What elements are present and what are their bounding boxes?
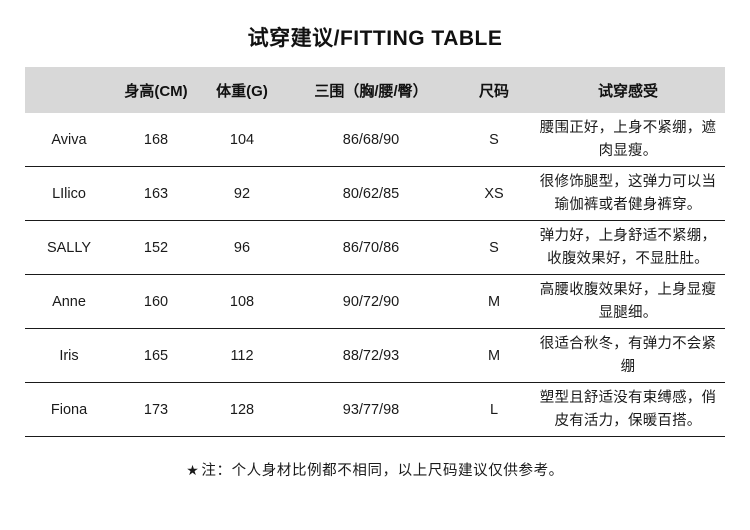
cell-bust: 86/68/90: [285, 113, 457, 168]
cell-size: L: [457, 382, 531, 438]
table-row: Fiona 173 128 93/77/98 L 塑型且舒适没有束缚感，俏皮有活…: [25, 382, 725, 438]
cell-weight: 108: [199, 274, 285, 330]
column-header-height: 身高(CM): [113, 67, 199, 114]
column-header-weight: 体重(G): [199, 67, 285, 114]
cell-bust: 80/62/85: [285, 166, 457, 222]
star-icon: ★: [186, 462, 200, 479]
cell-size: S: [457, 113, 531, 168]
cell-name: Anne: [25, 274, 113, 330]
cell-feel: 高腰收腹效果好，上身显瘦显腿细。: [531, 274, 725, 330]
table-body: Aviva 168 104 86/68/90 S 腰围正好，上身不紧绷，遮肉显瘦…: [25, 113, 725, 438]
cell-feel: 很修饰腿型，这弹力可以当瑜伽裤或者健身裤穿。: [531, 166, 725, 222]
cell-height: 160: [113, 274, 199, 330]
cell-height: 163: [113, 166, 199, 222]
table-row: SALLY 152 96 86/70/86 S 弹力好，上身舒适不紧绷，收腹效果…: [25, 220, 725, 276]
cell-height: 152: [113, 220, 199, 276]
cell-weight: 96: [199, 220, 285, 276]
cell-height: 165: [113, 328, 199, 384]
cell-name: Fiona: [25, 382, 113, 438]
cell-size: S: [457, 220, 531, 276]
cell-weight: 92: [199, 166, 285, 222]
cell-feel: 塑型且舒适没有束缚感，俏皮有活力，保暖百搭。: [531, 382, 725, 438]
cell-bust: 93/77/98: [285, 382, 457, 438]
cell-name: SALLY: [25, 220, 113, 276]
fitting-table-container: 身高(CM) 体重(G) 三围（胸/腰/臀） 尺码 试穿感受 Aviva 168…: [25, 67, 725, 438]
cell-size: M: [457, 328, 531, 384]
column-header-size: 尺码: [457, 67, 531, 114]
cell-height: 168: [113, 113, 199, 168]
column-header-name: [25, 67, 113, 114]
cell-bust: 86/70/86: [285, 220, 457, 276]
footnote-text: 注：个人身材比例都不相同，以上尺码建议仅供参考。: [201, 463, 564, 480]
cell-bust: 90/72/90: [285, 274, 457, 330]
cell-name: LIlico: [25, 166, 113, 222]
cell-name: Iris: [25, 328, 113, 384]
page-title: 试穿建议/FITTING TABLE: [247, 27, 503, 50]
cell-feel: 腰围正好，上身不紧绷，遮肉显瘦。: [531, 113, 725, 168]
cell-weight: 104: [199, 113, 285, 168]
cell-size: XS: [457, 166, 531, 222]
table-row: LIlico 163 92 80/62/85 XS 很修饰腿型，这弹力可以当瑜伽…: [25, 166, 725, 222]
column-header-bust: 三围（胸/腰/臀）: [285, 67, 457, 114]
cell-weight: 128: [199, 382, 285, 438]
table-row: Iris 165 112 88/72/93 M 很适合秋冬，有弹力不会紧绷: [25, 328, 725, 384]
cell-feel: 很适合秋冬，有弹力不会紧绷: [531, 328, 725, 384]
header-row: 身高(CM) 体重(G) 三围（胸/腰/臀） 尺码 试穿感受: [25, 67, 725, 114]
cell-size: M: [457, 274, 531, 330]
cell-weight: 112: [199, 328, 285, 384]
cell-height: 173: [113, 382, 199, 438]
table-header: 身高(CM) 体重(G) 三围（胸/腰/臀） 尺码 试穿感受: [25, 67, 725, 114]
cell-name: Aviva: [25, 113, 113, 168]
table-row: Aviva 168 104 86/68/90 S 腰围正好，上身不紧绷，遮肉显瘦…: [25, 113, 725, 168]
column-header-feel: 试穿感受: [531, 67, 725, 114]
fitting-table: 身高(CM) 体重(G) 三围（胸/腰/臀） 尺码 试穿感受 Aviva 168…: [25, 67, 725, 438]
footnote: ★ 注：个人身材比例都不相同，以上尺码建议仅供参考。: [0, 437, 750, 480]
table-row: Anne 160 108 90/72/90 M 高腰收腹效果好，上身显瘦显腿细。: [25, 274, 725, 330]
cell-feel: 弹力好，上身舒适不紧绷，收腹效果好，不显肚肚。: [531, 220, 725, 276]
cell-bust: 88/72/93: [285, 328, 457, 384]
